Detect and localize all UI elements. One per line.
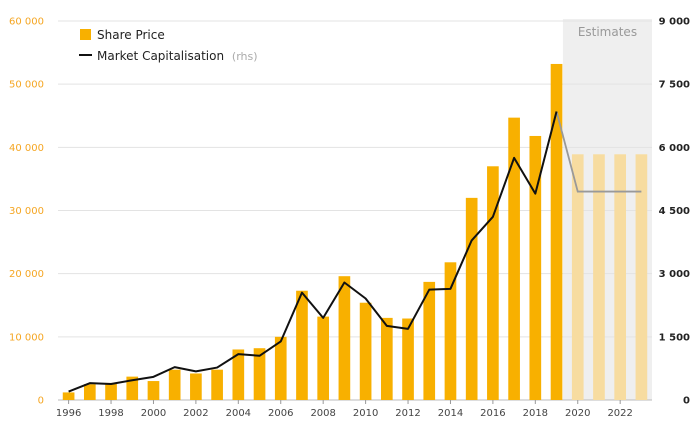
bar-share-price-2011 [380,317,393,400]
bar-share-price-2018 [529,135,542,401]
x-tick-label: 2012 [395,408,420,419]
legend-swatch-share-price [80,29,91,40]
bar-share-price-2002 [190,373,202,400]
bars [62,63,648,401]
x-tick-label: 2010 [353,408,378,419]
bar-share-price-1997 [83,384,96,400]
right-tick-label: 4 500 [659,206,690,217]
bar-share-price-2020 [571,154,584,400]
lines [68,111,642,393]
bar-share-price-2008 [317,316,330,400]
x-tick-label: 2014 [438,408,463,419]
bar-share-price-2016 [487,166,499,400]
x-tick-label: 2002 [183,408,208,419]
bar-share-price-1999 [126,376,139,400]
right-tick-label: 0 [683,396,690,407]
left-tick-label: 10 000 [9,332,44,343]
line-market-cap [68,111,558,393]
left-tick-label: 20 000 [9,269,44,280]
bar-share-price-2009 [338,276,351,400]
left-axis: 0 10 000 20 000 30 000 40 000 50 000 60 000 [9,17,44,407]
left-tick-label: 30 000 [9,206,44,217]
bar-share-price-2023 [635,154,648,400]
bar-share-price-2005 [253,348,266,400]
bar-share-price-2022 [614,154,627,400]
x-tick-label: 2006 [268,408,293,419]
line-market-cap-estimate [555,111,642,193]
bar-share-price-2001 [168,369,181,400]
legend-label-market-cap: Market Capitalisation (rhs) [97,49,258,63]
bar-share-price-2004 [232,349,245,400]
left-tick-label: 0 [38,396,44,407]
right-tick-label: 3 000 [659,269,690,280]
left-tick-label: 60 000 [9,17,44,28]
bar-share-price-2012 [402,318,414,400]
bar-share-price-2017 [508,117,520,401]
x-tick-label: 1996 [56,408,81,419]
bar-share-price-2007 [296,290,308,400]
x-tick-label: 2022 [607,408,632,419]
bar-share-price-2015 [465,197,478,400]
bar-share-price-2003 [211,369,223,400]
right-tick-label: 9 000 [659,17,690,28]
estimates-label: Estimates [578,25,637,39]
right-tick-label: 1 500 [659,332,690,343]
x-tick-label: 2018 [523,408,548,419]
left-tick-label: 50 000 [9,80,44,91]
x-tick-label: 2016 [480,408,505,419]
x-tick-label: 2000 [141,408,166,419]
x-tick-label: 2004 [226,408,251,419]
x-tick-label: 2008 [310,408,335,419]
bar-share-price-1996 [62,392,75,400]
x-axis: 1996 1998 2000 2002 2004 2006 2008 2010 2012 2014… [56,400,633,419]
bar-share-price-2013 [423,281,436,400]
bar-share-price-2014 [444,262,457,400]
bar-share-price-2006 [274,336,287,400]
legend-market-cap-name: Market Capitalisation [97,49,224,63]
bar-share-price-2019 [550,63,563,400]
x-tick-label: 2020 [565,408,590,419]
bar-share-price-1998 [105,382,117,400]
right-axis: 0 1 500 3 000 4 500 6 000 7 500 9 000 [659,17,690,407]
bar-share-price-2010 [359,302,372,400]
legend-market-cap-suffix: (rhs) [232,50,258,63]
legend: Share Price Market Capitalisation (rhs) [79,28,258,63]
right-tick-label: 6 000 [659,143,690,154]
x-tick-label: 1998 [98,408,123,419]
right-tick-label: 7 500 [659,80,690,91]
legend-label-share-price: Share Price [97,28,165,42]
left-tick-label: 40 000 [9,143,44,154]
bar-share-price-2000 [147,381,160,400]
bar-share-price-2021 [593,154,605,400]
